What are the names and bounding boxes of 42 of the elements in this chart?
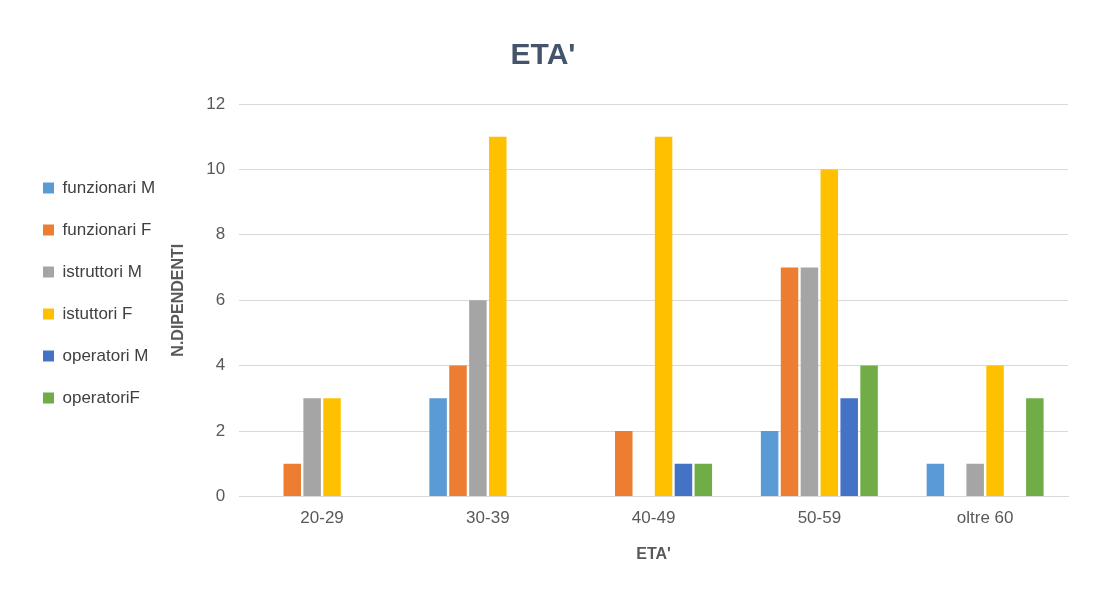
y-tick-label: 0 <box>215 486 226 506</box>
legend-label: istruttori M <box>62 261 142 281</box>
bar <box>800 267 819 496</box>
bar <box>429 398 447 496</box>
bar <box>323 398 341 496</box>
bar <box>694 463 713 496</box>
bar <box>303 398 321 496</box>
bar <box>1026 398 1044 496</box>
bar <box>469 300 487 496</box>
chart-title: ETA' <box>510 37 576 71</box>
x-tick-label: 30-39 <box>466 508 510 528</box>
bar <box>449 365 467 496</box>
bar <box>840 398 858 496</box>
bar <box>780 267 799 496</box>
y-tick-label: 10 <box>206 159 226 179</box>
y-axis-title: N.DIPENDENTI <box>169 243 187 357</box>
x-tick-label: 20-29 <box>300 508 344 528</box>
bar <box>283 463 301 496</box>
x-tick-label: 50-59 <box>797 508 842 528</box>
x-tick-label: 40-49 <box>631 508 676 528</box>
y-tick-label: 2 <box>215 420 226 440</box>
bar <box>674 463 693 496</box>
bar <box>860 365 878 496</box>
legend-label: istuttori F <box>62 303 133 323</box>
bar <box>966 463 984 496</box>
bar <box>986 365 1004 496</box>
x-tick-label: oltre 60 <box>956 508 1014 528</box>
bar <box>654 136 673 496</box>
y-tick-label: 12 <box>206 93 226 113</box>
bar <box>820 169 839 496</box>
y-tick-label: 6 <box>215 289 226 309</box>
legend-label: operatori M <box>62 345 149 365</box>
bar <box>926 463 945 496</box>
legend-label: funzionari M <box>62 177 156 197</box>
legend-label: operatoriF <box>62 387 140 407</box>
y-tick-label: 4 <box>215 355 226 375</box>
y-tick-label: 8 <box>215 224 226 244</box>
x-axis-title: ETA' <box>636 544 671 562</box>
legend-label: funzionari F <box>62 219 152 239</box>
bar <box>760 431 779 496</box>
bar <box>615 431 633 496</box>
bar <box>489 136 507 496</box>
